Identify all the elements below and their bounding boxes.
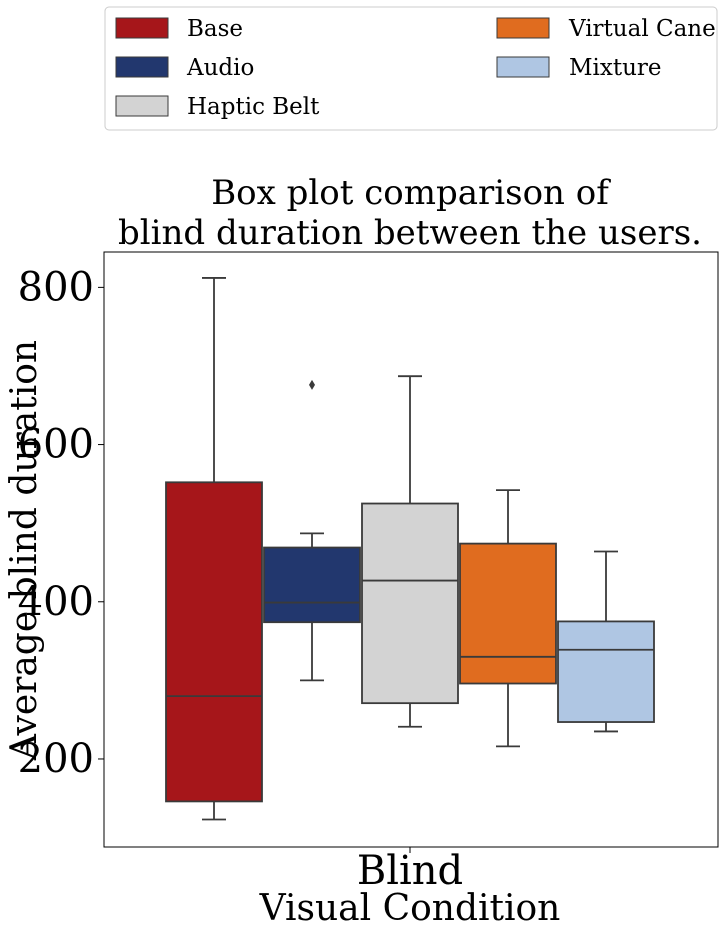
y-tick-label: 400 — [18, 579, 94, 625]
y-tick-label: 600 — [18, 422, 94, 468]
plot-area — [103, 251, 719, 848]
box-series — [165, 277, 655, 821]
chart-title-line-1: Box plot comparison of — [211, 173, 611, 213]
legend-label: Haptic Belt — [187, 94, 320, 120]
legend: Base Audio Haptic Belt Virtual Cane Mixture — [104, 6, 718, 131]
legend-label: Audio — [186, 55, 254, 81]
legend-label: Base — [187, 16, 243, 42]
x-axis-label: Visual Condition — [259, 888, 561, 929]
legend-swatch — [496, 17, 550, 39]
box-haptic-belt — [361, 502, 459, 705]
legend-swatch — [115, 17, 169, 39]
x-tick-label: Blind — [357, 848, 463, 894]
legend-frame — [104, 6, 718, 131]
legend-swatch — [496, 56, 550, 78]
legend-label: Virtual Cane — [568, 16, 716, 42]
box-mixture — [557, 620, 655, 723]
box-virtual-cane — [459, 542, 557, 685]
y-tick-label: 200 — [18, 736, 94, 782]
legend-swatch — [115, 95, 169, 117]
outlier-point — [309, 379, 315, 390]
legend-label: Mixture — [569, 55, 662, 81]
y-axis-ticks: 200 400 600 800 — [18, 264, 104, 782]
box-audio — [263, 546, 361, 624]
box-base — [165, 481, 263, 803]
chart-title-line-2: blind duration between the users. — [118, 213, 702, 253]
legend-swatch — [115, 56, 169, 78]
y-tick-label: 800 — [18, 264, 94, 310]
y-axis-label: Average blind duration — [4, 340, 45, 761]
